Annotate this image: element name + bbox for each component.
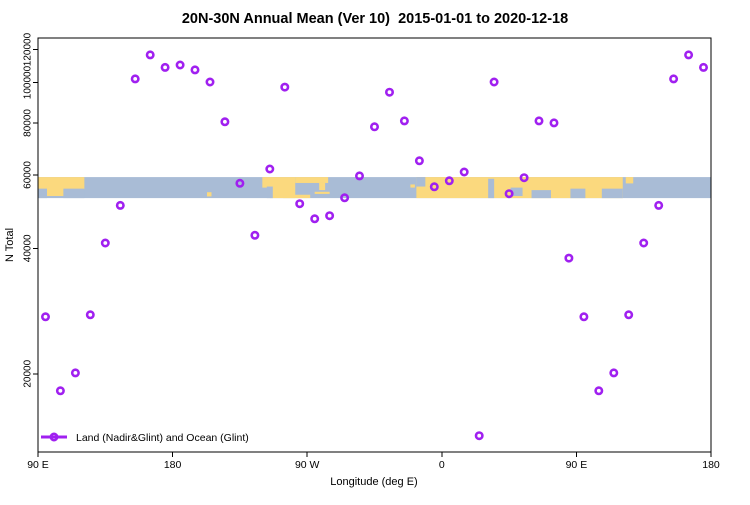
data-point-marker (594, 386, 604, 396)
data-point-marker (354, 171, 364, 181)
data-point-marker (459, 167, 469, 177)
data-point-marker (444, 176, 454, 186)
data-point-marker (384, 87, 394, 97)
chart-title: 20N-30N Annual Mean (Ver 10) 2015-01-01 … (182, 11, 568, 27)
data-point-marker (205, 77, 215, 87)
map-band-ocean-patch (416, 177, 426, 187)
x-tick-label: 0 (439, 459, 445, 471)
x-tick-label: 90 E (27, 459, 49, 471)
map-band-ocean-patch (531, 190, 551, 199)
map-band-land-patch (625, 177, 634, 184)
map-band-ocean-patch (63, 188, 85, 199)
x-tick-label: 90 W (295, 459, 320, 471)
legend-marker-icon (49, 432, 59, 442)
data-point-marker (698, 62, 708, 72)
data-point-marker (474, 431, 484, 441)
y-tick-label: 80000 (23, 109, 34, 137)
data-point-marker (235, 178, 245, 188)
plot-border (37, 37, 712, 453)
data-point-marker (489, 77, 499, 87)
y-tick-label: 100000 (23, 65, 34, 99)
map-band-land-patch (269, 177, 296, 199)
data-point-marker (624, 310, 634, 320)
data-point-marker (70, 368, 80, 378)
data-point-marker (55, 386, 65, 396)
data-point-marker (280, 82, 290, 92)
map-band-land-patch (283, 194, 311, 199)
data-point-marker (519, 173, 529, 183)
data-point-marker (40, 312, 50, 322)
map-band-ocean-patch (38, 188, 47, 199)
map-band-land-patch (262, 177, 272, 188)
map-band-land-patch (295, 177, 329, 183)
data-point-marker (609, 368, 619, 378)
y-tick-label: 120000 (23, 32, 34, 66)
data-point-marker (399, 116, 409, 126)
data-point-marker (639, 238, 649, 248)
map-band-ocean-patch (601, 188, 623, 199)
x-axis-label: Longitude (deg E) (330, 476, 417, 488)
map-band-land-patch (46, 188, 64, 196)
y-tick-label: 40000 (23, 234, 34, 262)
map-band-land-patch (314, 191, 330, 194)
data-point-marker (504, 189, 514, 199)
data-point-marker (175, 60, 185, 70)
data-point-marker (549, 118, 559, 128)
data-point-marker (340, 193, 350, 203)
data-point-marker (145, 50, 155, 60)
legend: Land (Nadir&Glint) and Ocean (Glint) (41, 432, 249, 444)
data-point-marker (579, 312, 589, 322)
data-point-marker (669, 74, 679, 84)
data-points (40, 50, 708, 441)
map-band-land-patch (38, 177, 85, 190)
map-band-land-patch (319, 182, 326, 191)
data-point-marker (654, 200, 664, 210)
y-tick-label: 20000 (23, 359, 34, 387)
data-point-marker (564, 253, 574, 263)
data-point-marker (160, 62, 170, 72)
legend-label: Land (Nadir&Glint) and Ocean (Glint) (76, 432, 249, 444)
map-band-ocean-patch (488, 178, 495, 199)
axes: 90 E 180 90 W 0 90 E 180 20000 40000 60000 80000 1… (23, 32, 720, 471)
data-point-marker (190, 65, 200, 75)
data-point-marker (369, 122, 379, 132)
map-band (38, 177, 711, 199)
x-tick-label: 180 (702, 459, 720, 471)
y-axis-label: N Total (4, 228, 16, 262)
data-point-marker (534, 116, 544, 126)
data-point-marker (220, 117, 230, 127)
map-band-land-patch (585, 188, 602, 196)
data-point-marker (325, 211, 335, 221)
data-point-marker (100, 238, 110, 248)
data-point-marker (85, 310, 95, 320)
map-band-land-patch (206, 192, 212, 197)
x-tick-label: 180 (164, 459, 182, 471)
data-point-marker (684, 50, 694, 60)
map-band-land-patch (410, 184, 415, 188)
data-point-marker (414, 156, 424, 166)
y-tick-label: 60000 (23, 161, 34, 189)
data-point-marker (295, 199, 305, 209)
map-band-ocean-patch (570, 188, 586, 199)
x-tick-label: 90 E (566, 459, 588, 471)
data-point-marker (250, 230, 260, 240)
map-band-ocean-patch (266, 186, 273, 199)
data-point-marker (265, 164, 275, 174)
data-point-marker (429, 182, 439, 192)
data-point-marker (130, 74, 140, 84)
map-band-ocean-patch (510, 187, 523, 196)
data-point-marker (115, 200, 125, 210)
data-point-marker (310, 214, 320, 224)
